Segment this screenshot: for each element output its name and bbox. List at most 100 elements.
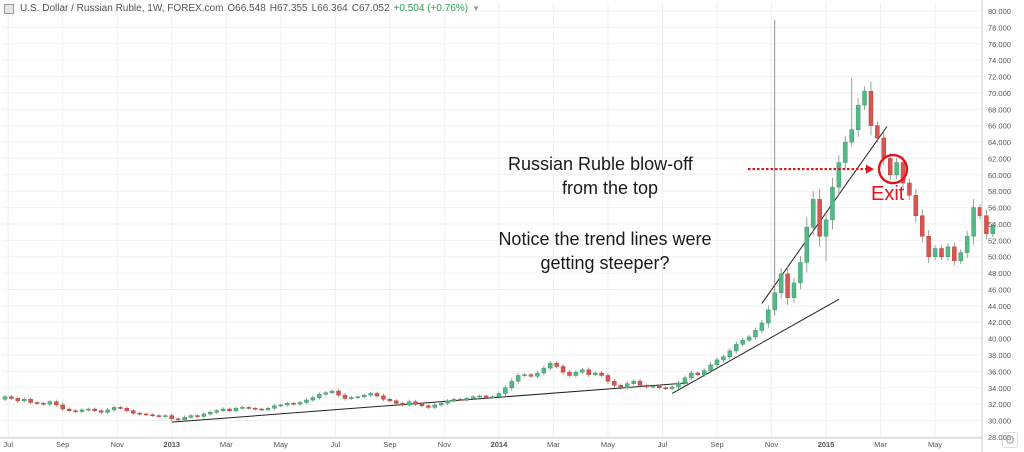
candle-body: [41, 403, 46, 405]
arrow-head-icon: [866, 164, 874, 174]
x-tick-label: Jul: [3, 440, 13, 449]
candle-body: [79, 409, 85, 412]
candle-body: [650, 385, 656, 388]
candle-body: [105, 409, 110, 413]
candle-body: [483, 395, 489, 398]
y-tick-label: 40.000: [988, 335, 1011, 344]
y-tick-label: 62.000: [988, 154, 1011, 163]
candle-body: [554, 362, 559, 367]
candle-body: [657, 385, 662, 389]
candle-body: [637, 380, 643, 386]
candle-body: [849, 129, 854, 143]
candle-body: [291, 403, 296, 405]
candle-body: [823, 219, 829, 237]
candle-body: [868, 91, 874, 126]
candle-body: [971, 207, 976, 237]
candle-body: [15, 398, 21, 402]
y-tick-label: 48.000: [988, 269, 1011, 278]
candle-body: [618, 385, 624, 389]
candle-body: [855, 104, 861, 131]
x-tick-label: Mar: [874, 440, 887, 449]
candle-body: [605, 375, 611, 382]
x-tick-label: May: [274, 440, 288, 449]
x-tick-label: Sep: [383, 440, 396, 449]
candle-body: [945, 246, 951, 257]
candle-body: [560, 366, 566, 373]
x-tick-label: Nov: [111, 440, 125, 449]
candle-body: [323, 392, 328, 395]
candle-body: [862, 91, 867, 106]
x-tick-label: 2014: [491, 440, 509, 449]
y-tick-label: 28.000: [988, 433, 1011, 442]
y-tick-label: 60.000: [988, 171, 1011, 180]
annotation-line-1: Russian Ruble blow-off: [508, 154, 693, 174]
candle-body: [669, 386, 675, 389]
candle-body: [387, 398, 393, 402]
candle-body: [131, 410, 136, 414]
candle-body: [900, 162, 906, 184]
chevron-down-icon[interactable]: ▼: [472, 4, 480, 13]
candle-body: [143, 413, 149, 416]
candle-body: [355, 396, 361, 399]
candle-body: [958, 252, 963, 262]
x-tick-label: 2013: [163, 440, 180, 449]
candle-body: [894, 162, 899, 176]
y-tick-label: 72.000: [988, 73, 1011, 82]
candle-body: [977, 207, 983, 217]
trend-line: [171, 382, 689, 423]
close-value: C67.052: [351, 3, 390, 14]
candle-body: [195, 415, 200, 417]
open-value: O66.548: [227, 3, 266, 14]
candle-body: [817, 199, 822, 237]
candle-body: [503, 387, 508, 394]
x-tick-label: May: [928, 440, 942, 449]
candle-body: [830, 186, 835, 221]
candle-body: [182, 416, 187, 420]
candle-body: [336, 390, 341, 396]
candle-body: [714, 359, 720, 366]
candle-body: [368, 393, 373, 396]
candle-body: [297, 402, 303, 405]
candle-body: [426, 405, 431, 408]
candle-body: [682, 377, 688, 384]
candle-body: [612, 380, 617, 386]
candle-body: [567, 371, 572, 376]
candle-body: [599, 372, 604, 376]
candle-body: [349, 397, 354, 399]
candle-body: [586, 369, 591, 375]
candle-body: [252, 407, 258, 410]
candle-body: [9, 396, 14, 399]
candle-body: [515, 375, 521, 382]
y-tick-label: 76.000: [988, 40, 1011, 49]
candle-body: [374, 393, 380, 397]
candle-body: [73, 410, 78, 412]
annotation-line-2: from the top: [562, 178, 659, 198]
candle-body: [766, 309, 771, 324]
candles: [2, 20, 996, 422]
candle-body: [920, 215, 925, 237]
y-tick-label: 66.000: [988, 122, 1011, 131]
candle-body: [663, 387, 668, 390]
candle-body: [137, 412, 142, 415]
x-tick-label: Jul: [331, 440, 341, 449]
candle-body: [400, 403, 405, 406]
y-tick-label: 78.000: [988, 23, 1011, 32]
gear-icon[interactable]: ⚙: [1002, 432, 1018, 448]
candle-body: [541, 367, 547, 374]
exit-circle: [877, 153, 909, 185]
candle-body: [798, 262, 803, 284]
candle-body: [785, 273, 790, 298]
candle-body: [60, 404, 65, 410]
y-tick-label: 56.000: [988, 204, 1011, 213]
candle-body: [406, 401, 412, 406]
candle-body: [573, 371, 579, 376]
candle-body: [535, 372, 540, 377]
y-tick-label: 30.000: [988, 417, 1011, 426]
candle-body: [528, 374, 534, 377]
candle-body: [778, 273, 784, 294]
candle-body: [34, 402, 40, 404]
candle-body: [220, 408, 226, 411]
candle-body: [394, 400, 399, 404]
